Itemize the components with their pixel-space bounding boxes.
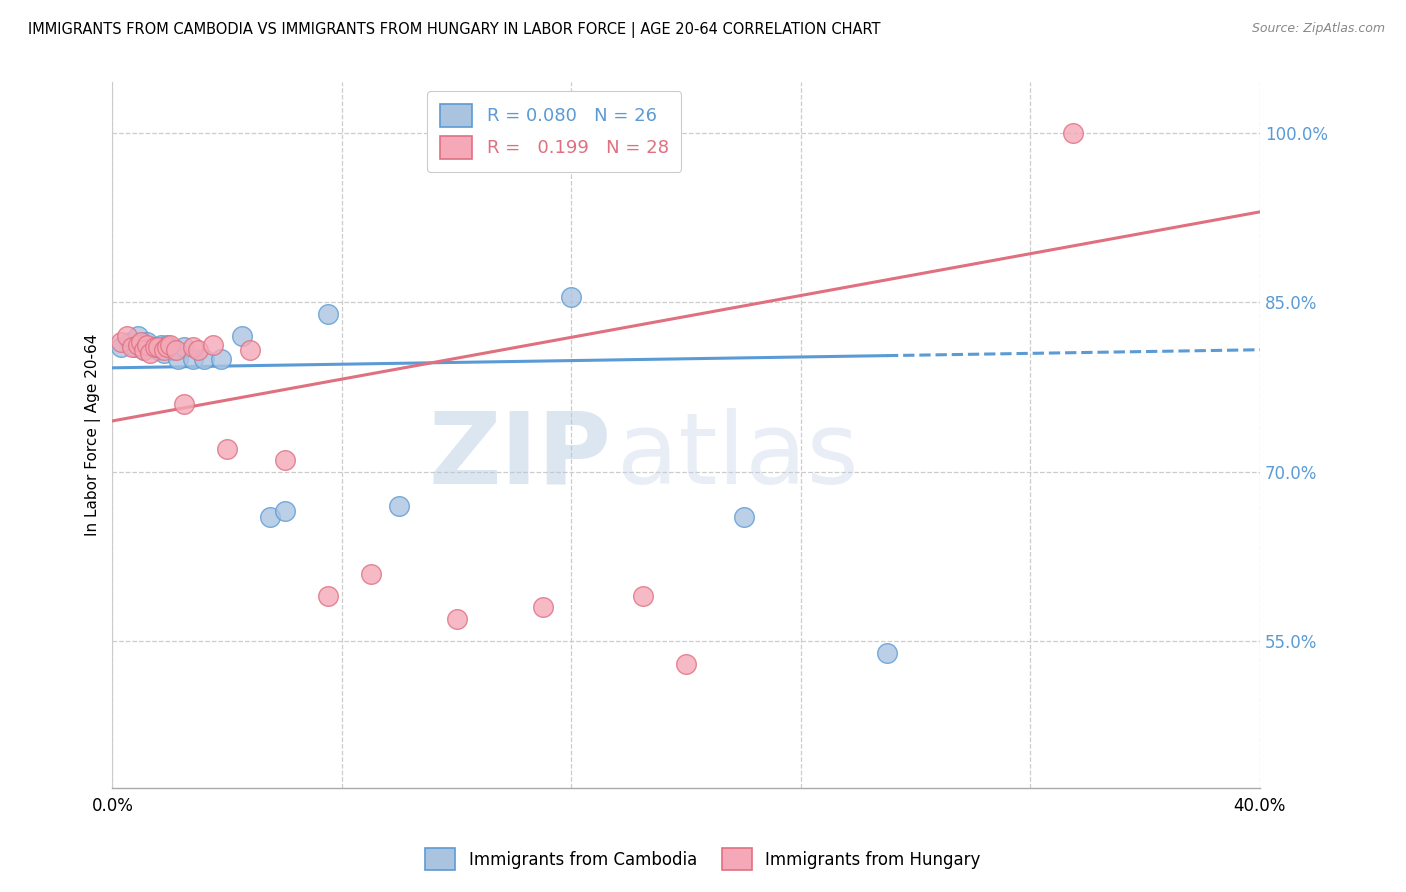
Point	[118, 334, 141, 349]
Point	[142, 341, 165, 355]
Point	[316, 589, 339, 603]
Point	[173, 341, 195, 355]
Point	[115, 329, 138, 343]
Point	[135, 334, 157, 349]
Point	[217, 442, 239, 457]
Legend: Immigrants from Cambodia, Immigrants from Hungary: Immigrants from Cambodia, Immigrants fro…	[419, 842, 987, 877]
Point	[187, 343, 209, 357]
Text: IMMIGRANTS FROM CAMBODIA VS IMMIGRANTS FROM HUNGARY IN LABOR FORCE | AGE 20-64 C: IMMIGRANTS FROM CAMBODIA VS IMMIGRANTS F…	[28, 22, 880, 38]
Point	[127, 329, 149, 343]
Point	[316, 307, 339, 321]
Point	[110, 341, 132, 355]
Point	[181, 351, 204, 366]
Point	[156, 341, 179, 355]
Point	[138, 346, 160, 360]
Point	[167, 351, 190, 366]
Point	[209, 351, 232, 366]
Point	[165, 343, 187, 357]
Point	[159, 338, 181, 352]
Point	[181, 341, 204, 355]
Point	[733, 510, 755, 524]
Text: ZIP: ZIP	[429, 408, 612, 505]
Point	[446, 612, 468, 626]
Point	[150, 338, 173, 352]
Point	[153, 343, 176, 357]
Point	[148, 343, 170, 357]
Point	[259, 510, 281, 524]
Point	[360, 566, 382, 581]
Point	[132, 343, 155, 357]
Point	[231, 329, 253, 343]
Point	[193, 351, 215, 366]
Point	[153, 346, 176, 360]
Point	[148, 341, 170, 355]
Point	[156, 338, 179, 352]
Point	[124, 341, 146, 355]
Point	[675, 657, 697, 671]
Point	[162, 343, 184, 357]
Point	[135, 338, 157, 352]
Point	[129, 334, 152, 349]
Point	[173, 397, 195, 411]
Point	[132, 343, 155, 357]
Point	[121, 341, 143, 355]
Point	[876, 646, 898, 660]
Legend: R = 0.080   N = 26, R =   0.199   N = 28: R = 0.080 N = 26, R = 0.199 N = 28	[427, 91, 682, 171]
Point	[560, 290, 582, 304]
Point	[273, 504, 295, 518]
Point	[129, 338, 152, 352]
Point	[145, 341, 167, 355]
Point	[127, 338, 149, 352]
Point	[1062, 126, 1084, 140]
Point	[201, 338, 224, 352]
Point	[273, 453, 295, 467]
Text: atlas: atlas	[617, 408, 859, 505]
Point	[531, 600, 554, 615]
Point	[110, 334, 132, 349]
Text: Source: ZipAtlas.com: Source: ZipAtlas.com	[1251, 22, 1385, 36]
Point	[388, 499, 411, 513]
Point	[239, 343, 262, 357]
Point	[631, 589, 654, 603]
Y-axis label: In Labor Force | Age 20-64: In Labor Force | Age 20-64	[86, 334, 101, 536]
